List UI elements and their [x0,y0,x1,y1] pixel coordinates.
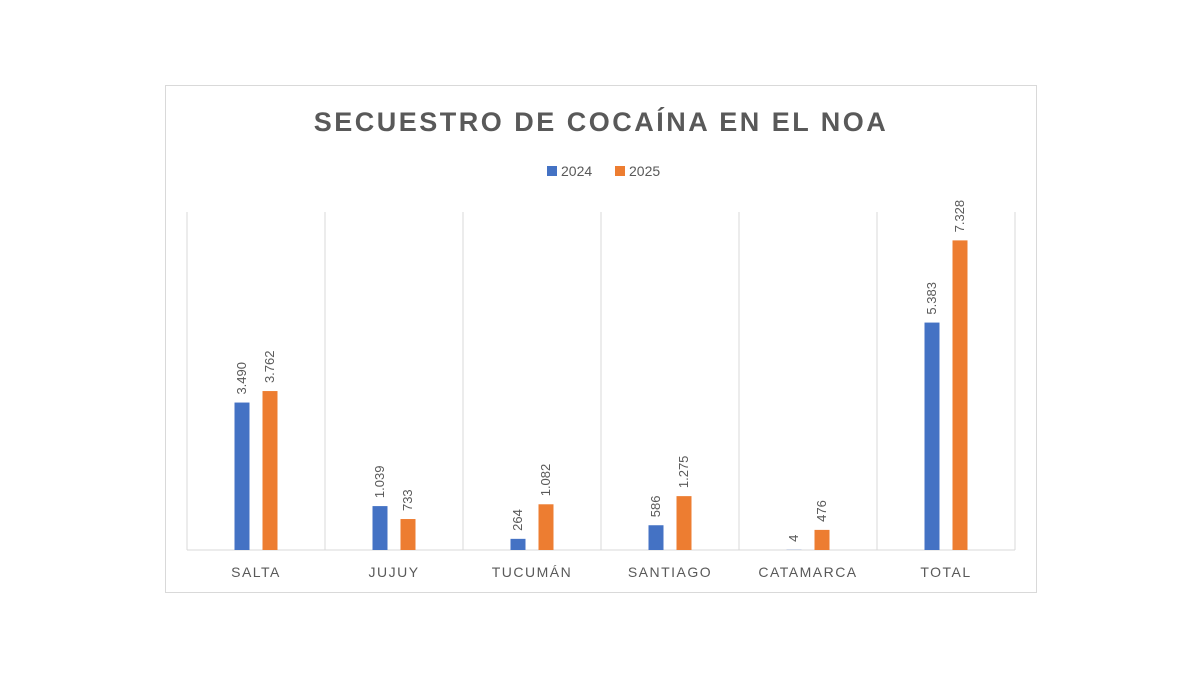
category-label-0: SALTA [231,564,281,580]
category-label-5: TOTAL [920,564,971,580]
data-labels: 3.490 3.762 1.039 733 264 1.082 586 1.275 4 476 5.… [234,200,967,542]
legend-label-2024: 2024 [561,163,592,179]
chart-frame: SECUESTRO DE COCAÍNA EN EL NOA 2024 2025 … [165,85,1037,593]
bar-2025-2 [538,504,554,550]
data-label-2025-3: 1.275 [676,456,691,489]
bar-chart: SECUESTRO DE COCAÍNA EN EL NOA 2024 2025 … [186,106,1016,580]
legend-swatch-2024 [547,166,557,176]
category-label-2: TUCUMÁN [492,564,573,580]
bar-2025-3 [676,496,692,550]
bar-2024-1 [372,506,388,550]
category-labels: SALTA JUJUY TUCUMÁN SANTIAGO CATAMARCA TOTAL [231,564,971,580]
category-label-1: JUJUY [368,564,419,580]
category-gridlines [186,212,1016,551]
data-label-2024-0: 3.490 [234,362,249,395]
legend: 2024 2025 [547,163,660,179]
bar-2025-1 [400,519,416,550]
bar-2025-4 [814,529,830,550]
bar-2024-3 [648,525,664,550]
chart-title: SECUESTRO DE COCAÍNA EN EL NOA [314,106,889,137]
bars [234,240,968,550]
legend-swatch-2025 [615,166,625,176]
data-label-2025-4: 476 [814,500,829,522]
data-label-2024-3: 586 [648,496,663,518]
data-label-2024-4: 4 [786,535,801,542]
category-label-4: CATAMARCA [758,564,857,580]
bar-2025-0 [262,391,278,550]
data-label-2024-5: 5.383 [924,282,939,315]
bar-2024-2 [510,538,526,550]
bar-2024-0 [234,402,250,550]
data-label-2025-5: 7.328 [952,200,967,233]
data-label-2024-1: 1.039 [372,466,387,499]
legend-label-2025: 2025 [629,163,660,179]
data-label-2025-2: 1.082 [538,464,553,497]
bar-2025-5 [952,240,968,550]
data-label-2025-0: 3.762 [262,351,277,384]
category-label-3: SANTIAGO [628,564,712,580]
data-label-2025-1: 733 [400,489,415,511]
data-label-2024-2: 264 [510,509,525,531]
bar-2024-5 [924,322,940,550]
